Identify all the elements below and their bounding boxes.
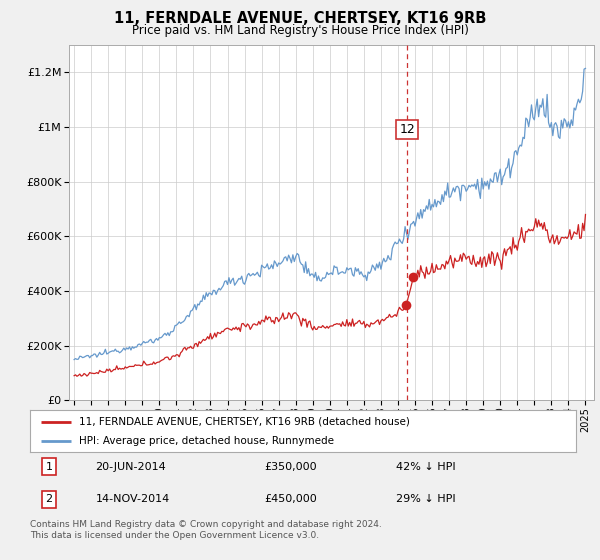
Text: 14-NOV-2014: 14-NOV-2014 — [95, 494, 170, 505]
Text: 1: 1 — [46, 461, 53, 472]
Text: £350,000: £350,000 — [265, 461, 317, 472]
Text: HPI: Average price, detached house, Runnymede: HPI: Average price, detached house, Runn… — [79, 436, 334, 446]
Text: £450,000: £450,000 — [265, 494, 317, 505]
Text: Contains HM Land Registry data © Crown copyright and database right 2024.
This d: Contains HM Land Registry data © Crown c… — [30, 520, 382, 540]
Text: 11, FERNDALE AVENUE, CHERTSEY, KT16 9RB (detached house): 11, FERNDALE AVENUE, CHERTSEY, KT16 9RB … — [79, 417, 410, 427]
Text: 11, FERNDALE AVENUE, CHERTSEY, KT16 9RB: 11, FERNDALE AVENUE, CHERTSEY, KT16 9RB — [114, 11, 486, 26]
Text: 20-JUN-2014: 20-JUN-2014 — [95, 461, 166, 472]
Text: 2: 2 — [46, 494, 53, 505]
Text: 12: 12 — [400, 123, 415, 136]
Text: Price paid vs. HM Land Registry's House Price Index (HPI): Price paid vs. HM Land Registry's House … — [131, 24, 469, 36]
Text: 29% ↓ HPI: 29% ↓ HPI — [396, 494, 455, 505]
Text: 42% ↓ HPI: 42% ↓ HPI — [396, 461, 455, 472]
